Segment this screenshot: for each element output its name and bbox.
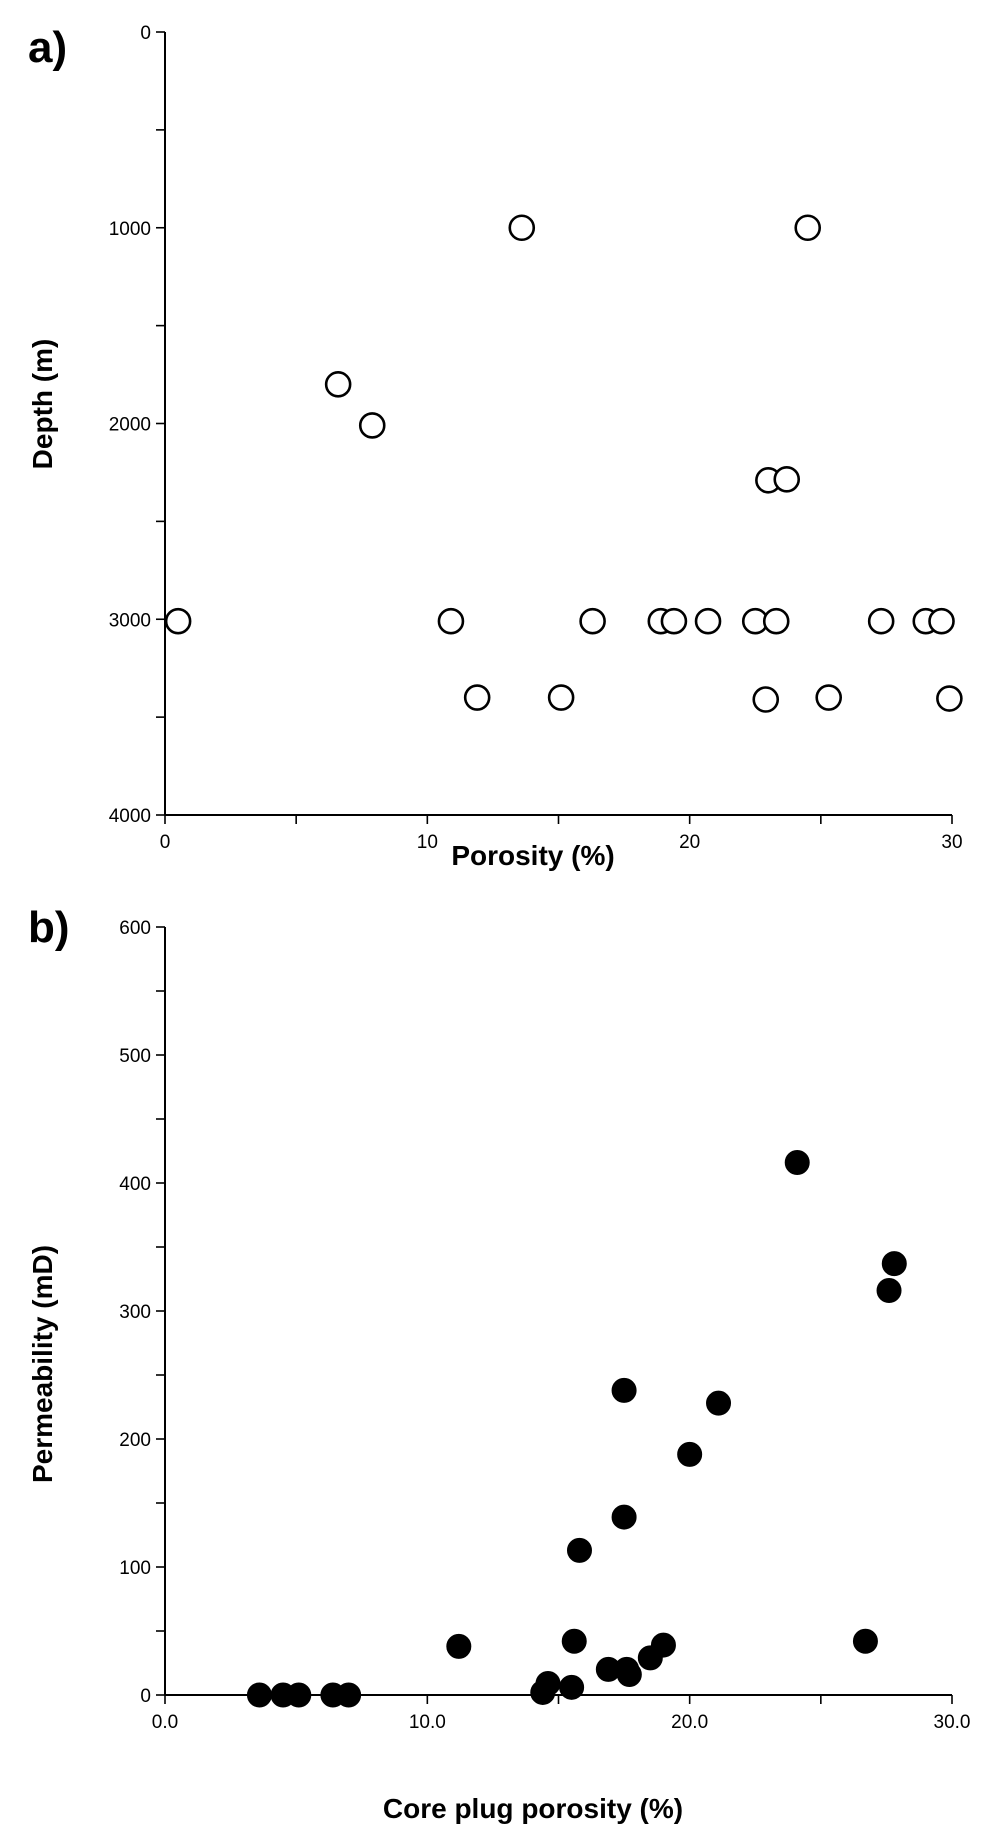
- panel-a-x-tick-label: 20: [679, 832, 700, 853]
- panel-a-data-point: [815, 684, 843, 711]
- panel-b-y-tick-label: 100: [119, 1558, 151, 1579]
- panel-b-data-point: [852, 1628, 878, 1654]
- panel-b-x-axis-title: Core plug porosity (%): [383, 1793, 683, 1824]
- panel-b-letter: b): [28, 903, 70, 952]
- panel-a-axes: 0 10 20 30 0 1000 2000 3000 4000: [109, 23, 963, 853]
- panel-a-data-point: [762, 607, 790, 635]
- panel-a-data-point: [463, 684, 491, 711]
- panel-a-y-tick-label: 1000: [109, 219, 151, 240]
- panel-b-data-point: [286, 1682, 312, 1708]
- panel-a-data-point: [579, 607, 606, 635]
- panel-a-x-tick-label: 0: [160, 832, 171, 853]
- panel-b-y-tick-label: 500: [119, 1046, 151, 1067]
- panel-a-data-point: [867, 607, 895, 635]
- panel-a-data-point: [928, 607, 955, 635]
- panel-b-data-point: [784, 1150, 810, 1176]
- panel-b-data-point: [561, 1628, 587, 1654]
- panel-b-y-tick-label: 400: [119, 1174, 151, 1195]
- panel-a-y-axis-title: Depth (m): [27, 339, 58, 470]
- panel-b-x-tick-label: 20.0: [671, 1712, 708, 1733]
- panel-a-data-point: [660, 607, 688, 635]
- panel-a-points: [164, 214, 963, 713]
- panel-b-y-tick-label: 200: [119, 1430, 151, 1451]
- panel-b-data-point: [881, 1251, 907, 1277]
- panel-a-data-point: [694, 607, 722, 635]
- panel-a-data-point: [164, 607, 192, 635]
- panel-b-points: [246, 1150, 907, 1708]
- panel-a-x-axis-title: Porosity (%): [451, 840, 614, 871]
- panel-a-data-point: [773, 465, 801, 493]
- panel-a-x-tick-label: 30: [941, 832, 962, 853]
- panel-b-x-tick-label: 10.0: [409, 1712, 446, 1733]
- panel-b-axes: 0.0 10.0 20.0 30.0 0 100 200 300 400 500 600: [119, 918, 970, 1733]
- panel-a-data-point: [437, 607, 465, 635]
- panel-a-letter: a): [28, 23, 67, 72]
- panel-a-data-point: [324, 371, 352, 398]
- panel-b-data-point: [535, 1670, 561, 1696]
- panel-a-y-tick-label: 3000: [109, 610, 151, 631]
- panel-b-y-tick-label: 300: [119, 1302, 151, 1323]
- panel-b-data-point: [336, 1682, 362, 1708]
- panel-a-data-point: [358, 412, 386, 439]
- panel-a-y-tick-label: 2000: [109, 415, 151, 436]
- panel-b-x-tick-label: 30.0: [934, 1712, 971, 1733]
- panel-a-y-tick-label: 4000: [109, 806, 151, 827]
- panel-b-data-point: [611, 1504, 637, 1530]
- panel-b-data-point: [650, 1632, 676, 1658]
- panel-a-data-point: [794, 214, 822, 242]
- panel-a-data-point: [936, 685, 963, 712]
- panel-b-y-tick-label: 0: [140, 1686, 151, 1707]
- panel-a-scatter-chart: a) 0 10 20 30 0 1000 2000 3000 4000 Porosity (%)…: [27, 23, 963, 871]
- panel-a-data-point: [547, 684, 575, 711]
- panel-b-data-point: [559, 1674, 585, 1700]
- panel-b-data-point: [677, 1441, 703, 1467]
- panel-a-data-point: [508, 214, 536, 242]
- panel-b-data-point: [446, 1633, 472, 1659]
- panel-a-y-tick-label: 0: [140, 23, 151, 44]
- panel-b-x-tick-label: 0.0: [152, 1712, 178, 1733]
- panel-b-data-point: [611, 1377, 637, 1403]
- panel-b-scatter-chart: b) 0.0 10.0 20.0 30.0 0 100 200 300 400 500 600 Co…: [27, 903, 970, 1824]
- panel-b-data-point: [706, 1390, 732, 1416]
- panel-b-y-axis-title: Permeability (mD): [27, 1245, 58, 1483]
- panel-b-data-point: [876, 1278, 902, 1304]
- panel-a-data-point: [752, 686, 780, 713]
- panel-a-x-tick-label: 10: [417, 832, 438, 853]
- panel-b-data-point: [566, 1537, 592, 1563]
- panel-b-y-tick-label: 600: [119, 918, 151, 939]
- panel-b-data-point: [246, 1682, 272, 1708]
- panel-b-data-point: [616, 1662, 642, 1688]
